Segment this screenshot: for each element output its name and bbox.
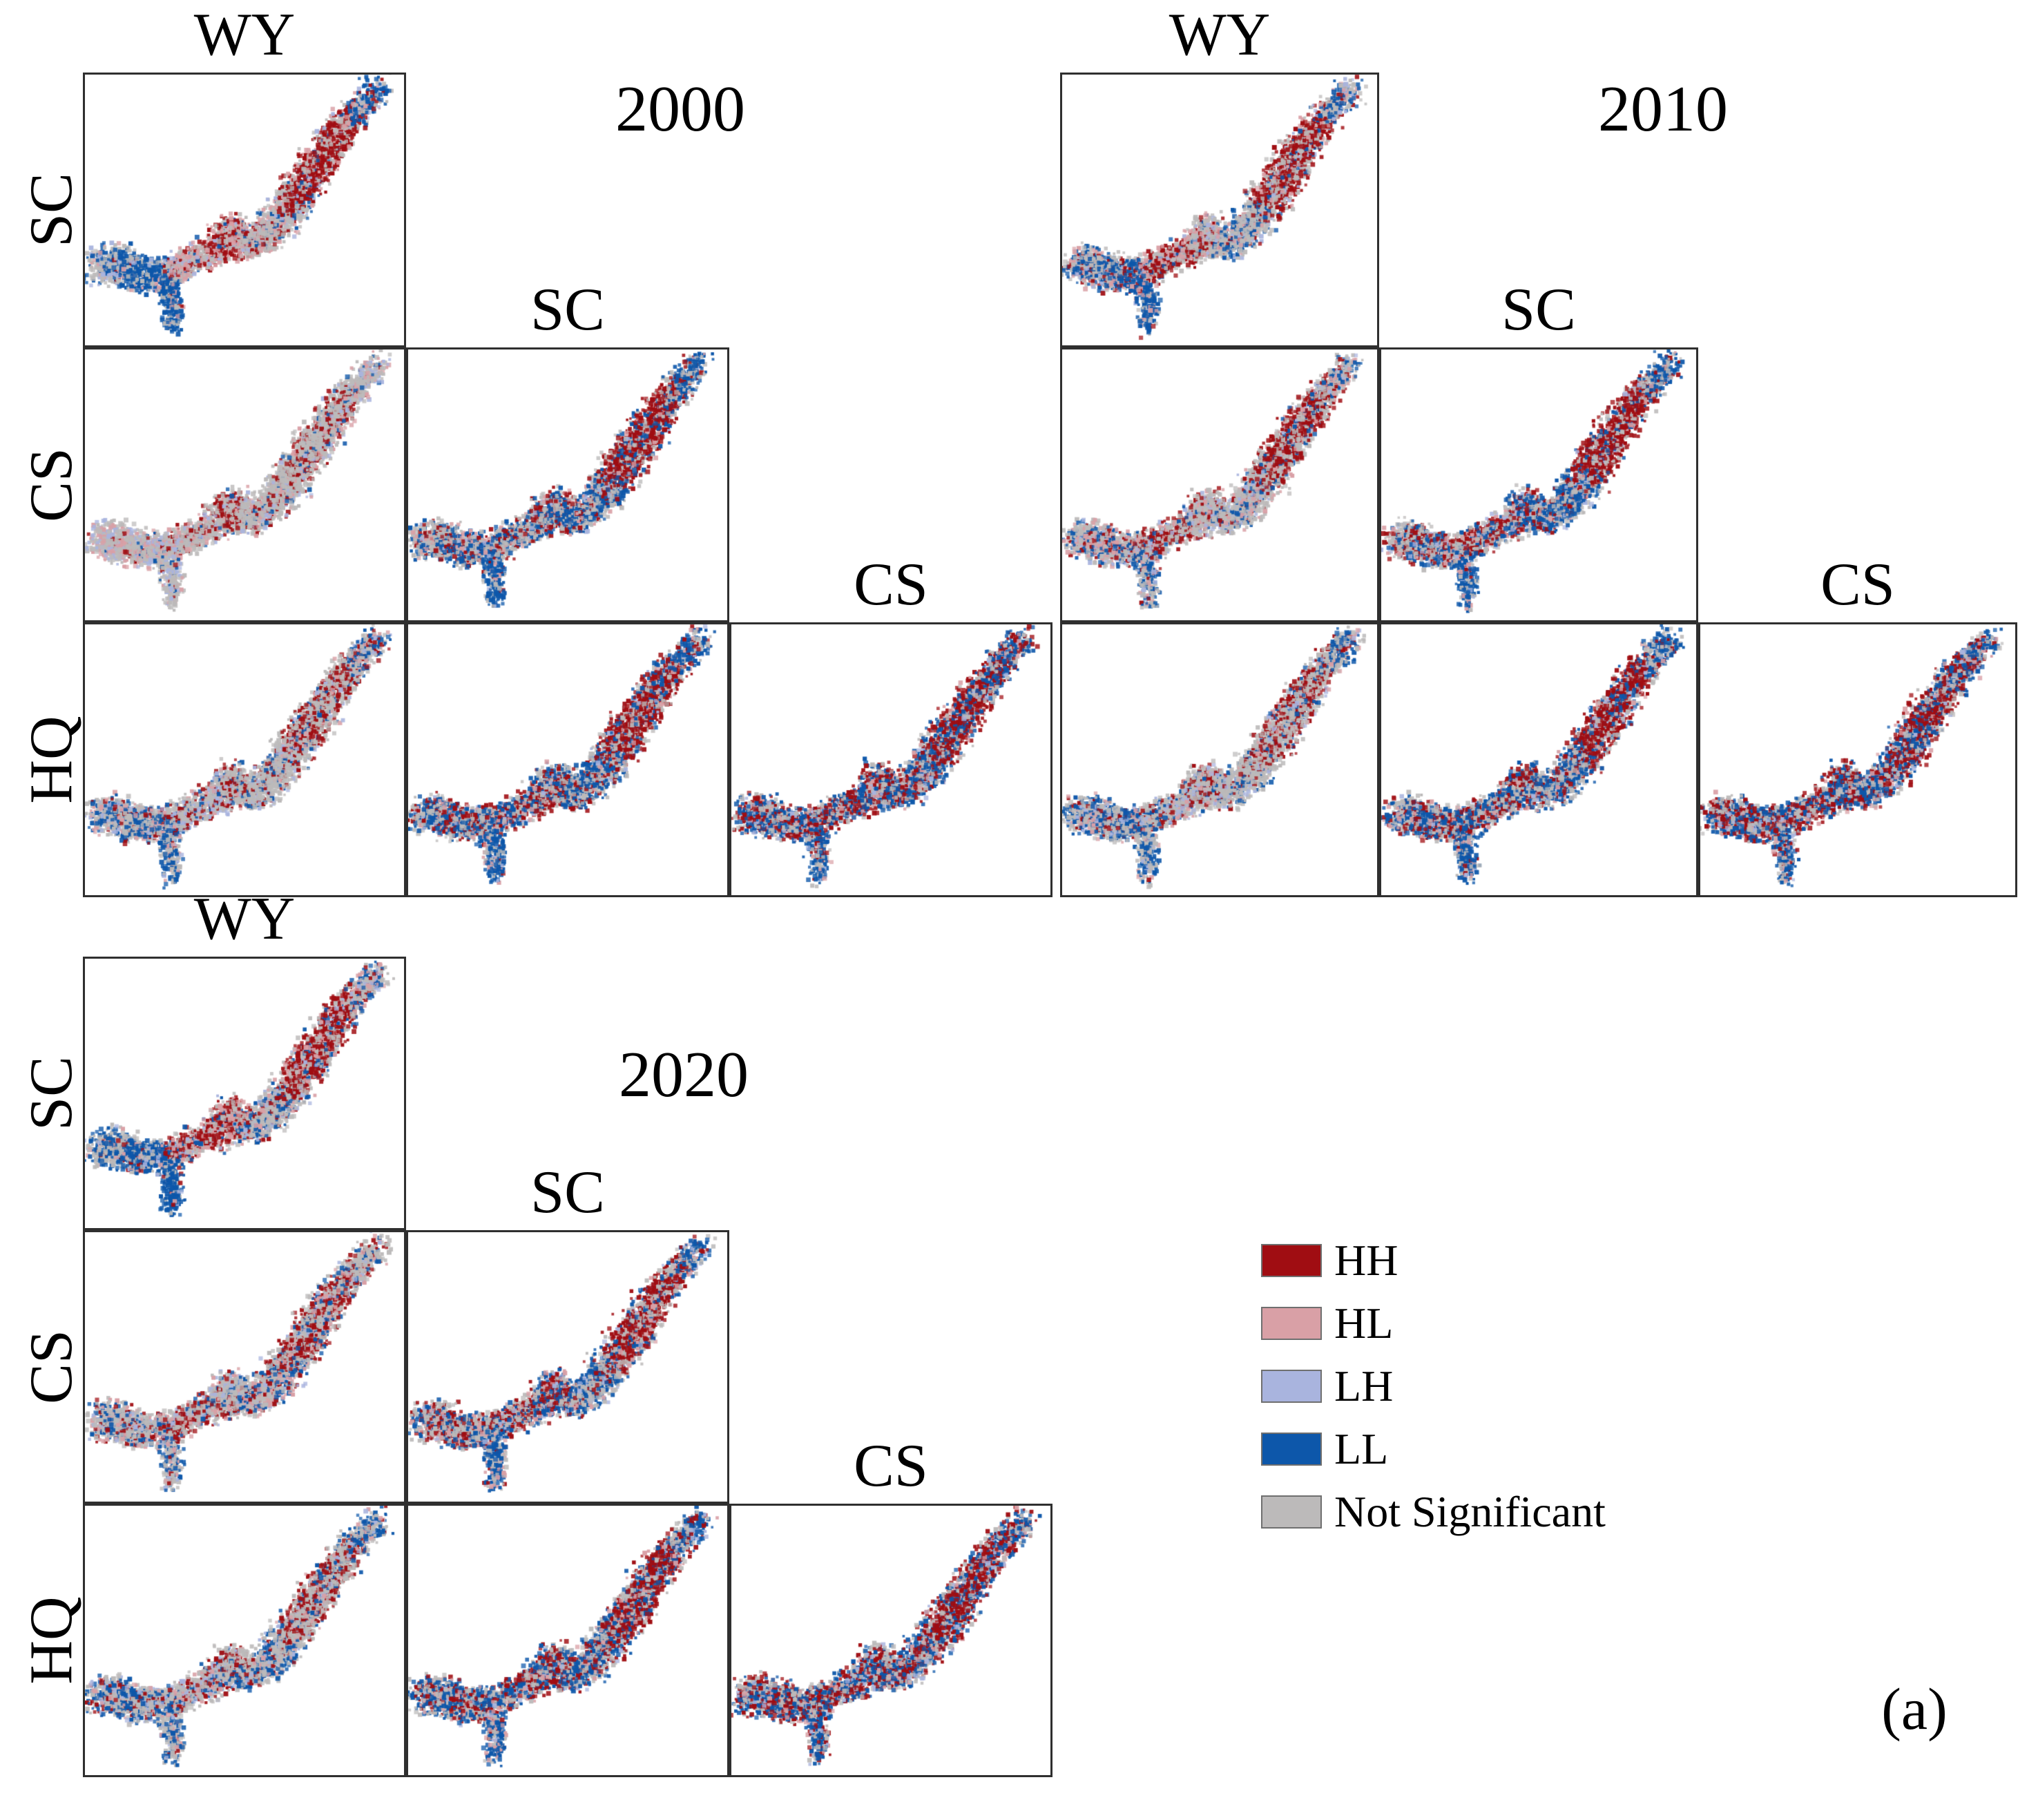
lisa-map-2010-CSxWY xyxy=(1062,349,1377,620)
map-cell-2010-CSxWY xyxy=(1060,347,1379,622)
column-header-cs-2010: CS xyxy=(1820,551,1895,618)
legend-item-lh: LH xyxy=(1261,1354,1606,1417)
lisa-map-2000-CSxWY xyxy=(85,349,404,620)
map-cell-2010-HQxSC xyxy=(1379,622,1698,897)
legend-label-hl: HL xyxy=(1334,1298,1394,1348)
legend-item-ll: LL xyxy=(1261,1417,1606,1480)
legend-swatch-lh-icon xyxy=(1261,1369,1322,1403)
lisa-map-2020-HQxWY xyxy=(85,1506,404,1775)
map-cell-2000-HQxCS xyxy=(729,622,1052,897)
legend-swatch-ll-icon xyxy=(1261,1432,1322,1466)
row-label-sc-2000: SC xyxy=(18,173,85,247)
legend-swatch-not-significant-icon xyxy=(1261,1495,1322,1529)
lisa-map-2010-HQxCS xyxy=(1700,624,2015,895)
lisa-map-2020-SCxWY xyxy=(85,959,404,1228)
legend-swatch-hl-icon xyxy=(1261,1306,1322,1340)
lisa-map-2020-HQxCS xyxy=(731,1506,1050,1775)
column-header-wy-2000: WY xyxy=(193,1,296,68)
map-cell-2000-CSxSC xyxy=(406,347,729,622)
legend-label-ll: LL xyxy=(1334,1424,1389,1473)
map-cell-2020-HQxWY xyxy=(83,1504,406,1777)
lisa-map-2000-HQxSC xyxy=(408,624,727,895)
lisa-map-2020-CSxSC xyxy=(408,1232,727,1502)
row-label-cs-2000: CS xyxy=(18,448,85,522)
lisa-map-2010-HQxWY xyxy=(1062,624,1377,895)
row-label-hq-2020: HQ xyxy=(18,1596,85,1685)
column-header-sc-2000: SC xyxy=(530,276,605,343)
row-label-cs-2020: CS xyxy=(18,1330,85,1404)
column-header-sc-2010: SC xyxy=(1501,276,1576,343)
column-header-sc-2020: SC xyxy=(530,1159,605,1226)
lisa-map-2010-CSxSC xyxy=(1381,349,1696,620)
map-cell-2010-HQxWY xyxy=(1060,622,1379,897)
year-title-2000: 2000 xyxy=(615,73,745,145)
legend-item-hh: HH xyxy=(1261,1229,1606,1292)
legend-label-not-significant: Not Significant xyxy=(1334,1486,1606,1536)
row-label-sc-2020: SC xyxy=(18,1056,85,1131)
legend-item-not-significant: Not Significant xyxy=(1261,1480,1606,1543)
lisa-map-2010-SCxWY xyxy=(1062,75,1377,345)
lisa-map-2010-HQxSC xyxy=(1381,624,1696,895)
row-label-hq-2000: HQ xyxy=(18,716,85,804)
map-cell-2020-CSxSC xyxy=(406,1230,729,1504)
column-header-cs-2020: CS xyxy=(854,1433,928,1500)
lisa-map-2000-HQxCS xyxy=(731,624,1050,895)
legend-label-lh: LH xyxy=(1334,1361,1394,1410)
figure-caption: (a) xyxy=(1881,1676,1948,1742)
map-cell-2020-HQxCS xyxy=(729,1504,1052,1777)
map-cell-2000-SCxWY xyxy=(83,73,406,347)
legend-item-hl: HL xyxy=(1261,1292,1606,1354)
lisa-map-2020-HQxSC xyxy=(408,1506,727,1775)
lisa-map-2000-HQxWY xyxy=(85,624,404,895)
lisa-map-2000-SCxWY xyxy=(85,75,404,345)
year-title-2020: 2020 xyxy=(619,1039,749,1111)
map-cell-2010-HQxCS xyxy=(1698,622,2017,897)
legend-swatch-hh-icon xyxy=(1261,1243,1322,1277)
legend: HH HL LH LL Not Significant xyxy=(1261,1229,1606,1543)
map-cell-2020-SCxWY xyxy=(83,957,406,1230)
column-header-cs-2000: CS xyxy=(854,551,928,618)
year-title-2010: 2010 xyxy=(1598,73,1728,145)
map-cell-2010-SCxWY xyxy=(1060,73,1379,347)
map-cell-2000-HQxSC xyxy=(406,622,729,897)
map-cell-2020-HQxSC xyxy=(406,1504,729,1777)
map-cell-2020-CSxWY xyxy=(83,1230,406,1504)
column-header-wy-2010: WY xyxy=(1169,1,1271,68)
lisa-map-2020-CSxWY xyxy=(85,1232,404,1502)
map-cell-2000-CSxWY xyxy=(83,347,406,622)
map-cell-2000-HQxWY xyxy=(83,622,406,897)
lisa-map-2000-CSxSC xyxy=(408,349,727,620)
column-header-wy-2020: WY xyxy=(193,885,296,952)
legend-label-hh: HH xyxy=(1334,1235,1398,1285)
map-cell-2010-CSxSC xyxy=(1379,347,1698,622)
